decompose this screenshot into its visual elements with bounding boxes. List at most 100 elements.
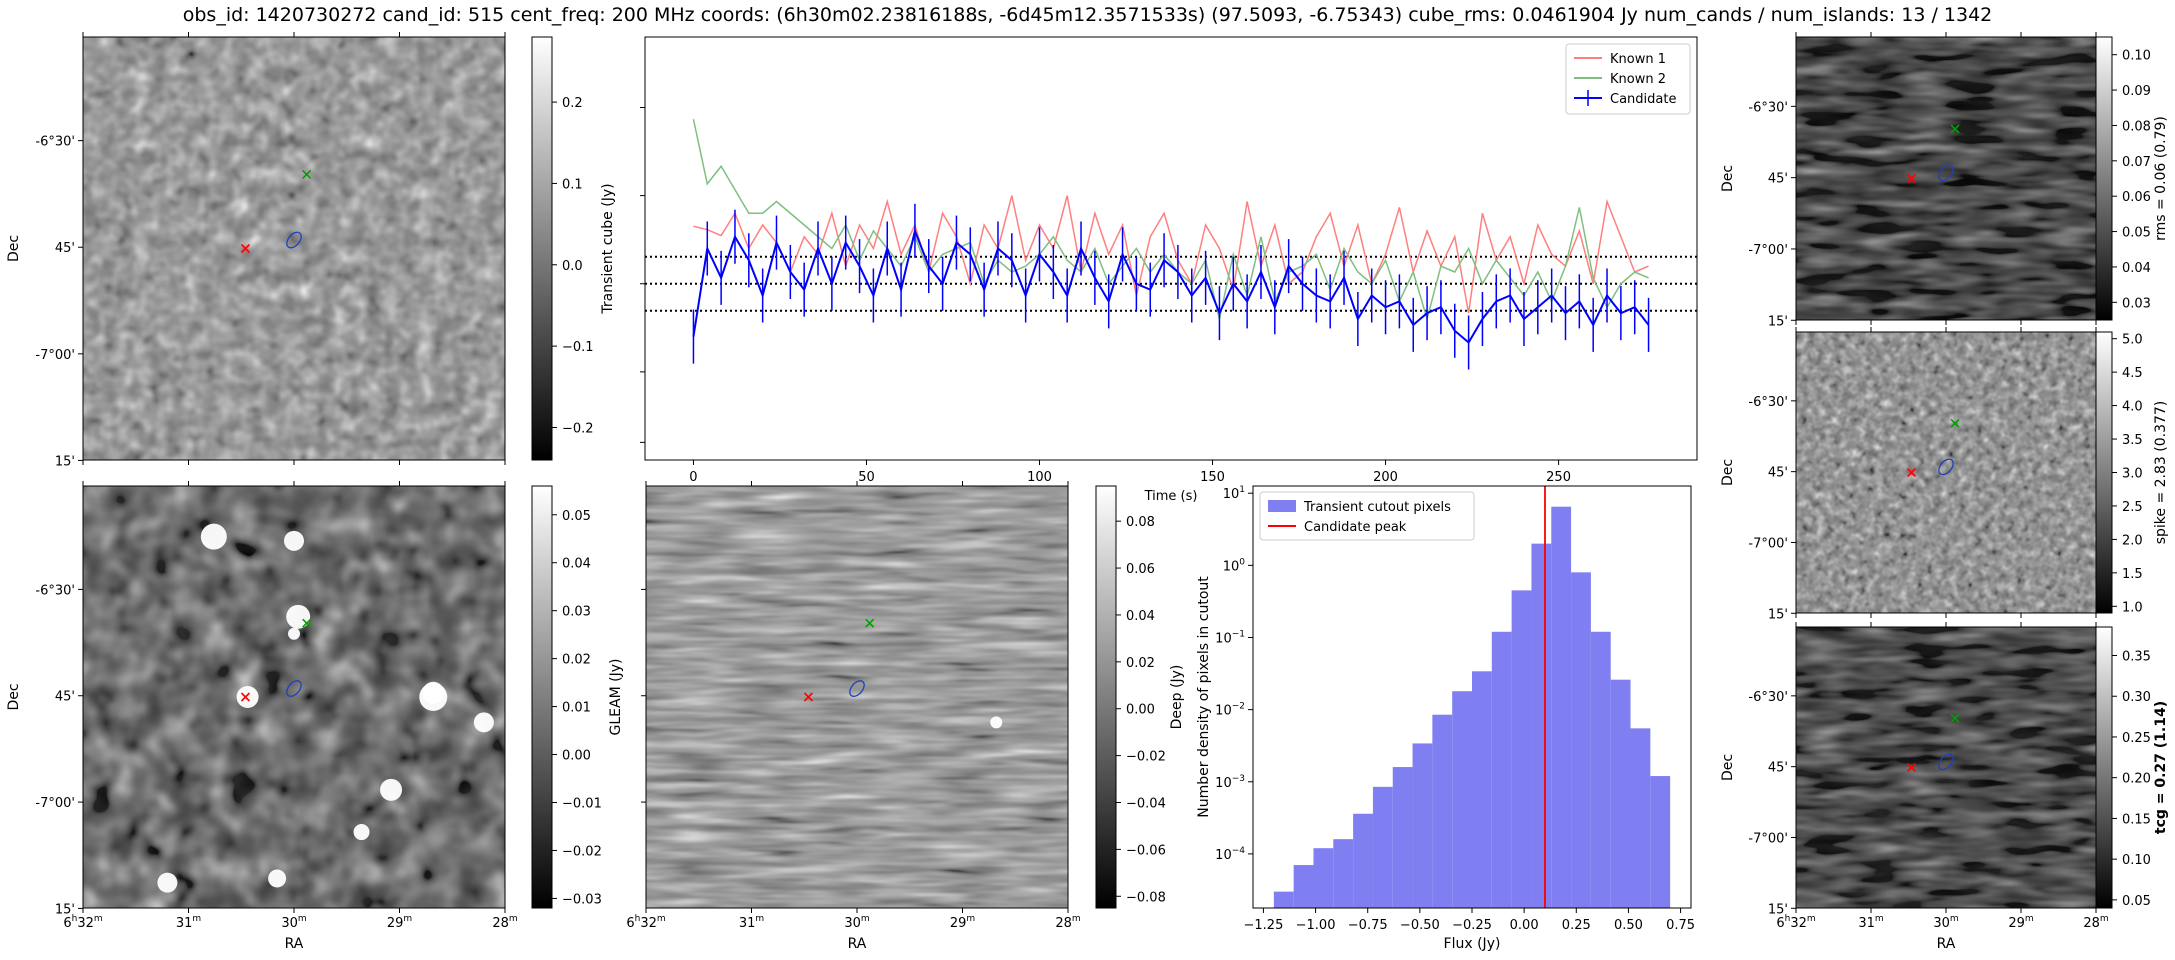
lightcurve-xtick-label: 200 [1373, 470, 1398, 485]
gleam-bright-source [353, 824, 370, 841]
spike-colorbar-tick-label: 5.0 [2122, 333, 2143, 348]
histogram-xlabel: Flux (Jy) [1444, 936, 1501, 952]
spike-dec-tick-label: 45' [1768, 466, 1788, 481]
gleam-ylabel: Dec [6, 683, 22, 710]
histogram-bar [1392, 767, 1413, 908]
rms-candidate-marker [1906, 173, 1917, 184]
transient-colorbar-label: Transient cube (Jy) [600, 183, 616, 314]
gleam-beam-ellipse [286, 680, 302, 697]
histogram-bar [1630, 728, 1651, 908]
tcg-dec-tick-label: -6°30' [1748, 690, 1788, 705]
rms-colorbar [2095, 36, 2113, 321]
histogram-legend [1259, 491, 1475, 541]
spike-colorbar-tick-label: 2.5 [2122, 500, 2143, 515]
deep-ra-tick-label: 29m [950, 914, 975, 931]
histogram-bar [1511, 590, 1532, 908]
transient-ylabel: Dec [6, 235, 22, 262]
deep-colorbar-tick-label: −0.02 [1126, 750, 1166, 765]
histogram-bar [1531, 543, 1552, 908]
rms-ylabel: Dec [1720, 165, 1736, 192]
rms-colorbar-tick-label: 0.04 [2122, 261, 2151, 276]
gleam-bright-source [236, 686, 259, 708]
histogram-xtick-label: 0.00 [1510, 918, 1539, 933]
tcg-image [1796, 627, 2096, 908]
gleam-colorbar-tick-label: 0.00 [562, 749, 591, 764]
tcg-known-source-marker [1950, 713, 1960, 723]
gleam-bright-source [200, 523, 227, 550]
gleam-candidate-marker [240, 692, 251, 702]
gleam-colorbar-tick-label: 0.02 [562, 653, 591, 668]
page-title: obs_id: 1420730272 cand_id: 515 cent_fre… [182, 4, 1993, 26]
spike-dec-tick-label: -6°30' [1748, 395, 1788, 410]
deep-known-source-marker [865, 618, 875, 628]
gleam-bright-source [473, 712, 494, 733]
deep-colorbar-tick-label: 0.04 [1126, 609, 1155, 624]
spike-colorbar-tick-label: 1.0 [2122, 600, 2143, 615]
legend-label: Candidate peak [1304, 520, 1407, 535]
legend-label: Known 2 [1610, 72, 1666, 87]
tcg-colorbar-label: tcg = 0.27 (1.14) [2153, 701, 2169, 834]
histogram-ytick-label: 100 [1223, 557, 1246, 574]
legend-label: Candidate [1610, 92, 1676, 107]
tcg-ra-tick-label: 30m [1933, 914, 1958, 931]
gleam-xlabel: RA [285, 936, 304, 952]
gleam-colorbar-tick-label: 0.03 [562, 605, 591, 620]
deep-ra-tick-label: 31m [739, 914, 764, 931]
lightcurve-xtick-label: 150 [1200, 470, 1225, 485]
tcg-beam-ellipse [1938, 753, 1954, 771]
gleam-dec-tick-label: 45' [55, 690, 75, 705]
rms-colorbar-tick-label: 0.09 [2122, 84, 2151, 99]
gleam-colorbar-tick-label: 0.01 [562, 701, 591, 716]
rms-known-source-marker [1950, 124, 1960, 134]
gleam-colorbar [531, 485, 553, 909]
histogram-bar [1491, 631, 1512, 908]
histogram-bar [1571, 572, 1591, 908]
deep-colorbar [1095, 485, 1117, 909]
tcg-colorbar-tick-label: 0.10 [2122, 853, 2151, 868]
histogram-bar [1590, 631, 1611, 908]
lightcurve-series-known-2 [692, 119, 1649, 322]
histogram-ytick-label: 10−1 [1215, 629, 1245, 646]
spike-colorbar [2095, 331, 2113, 614]
lightcurve-xtick-label: 0 [689, 470, 697, 485]
rms-dec-tick-label: -7°00' [1748, 243, 1788, 258]
lightcurve-legend [1565, 43, 1691, 115]
spike-ylabel: Dec [1720, 459, 1736, 486]
lightcurve-series-known-1 [693, 195, 1649, 314]
tcg-ra-tick-label: 28m [2083, 914, 2108, 931]
deep-ra-tick-label: 6h32m [626, 914, 665, 931]
rms-beam-ellipse [1938, 164, 1954, 182]
tcg-ra-tick-label: 6h32m [1776, 914, 1815, 931]
gleam-bright-source [286, 604, 311, 629]
rms-colorbar-tick-label: 0.06 [2122, 190, 2151, 205]
tcg-colorbar-tick-label: 0.05 [2122, 894, 2151, 909]
gleam-ra-tick-label: 30m [281, 914, 306, 931]
rms-colorbar-tick-label: 0.05 [2122, 226, 2151, 241]
spike-colorbar-tick-label: 4.5 [2122, 366, 2143, 381]
histogram-bar [1551, 506, 1572, 908]
transient-dec-tick-label: -7°00' [35, 348, 75, 363]
histogram-xtick-label: −1.25 [1244, 918, 1284, 933]
tcg-colorbar [2095, 626, 2113, 909]
transient-image [83, 37, 505, 460]
tcg-colorbar-tick-label: 0.15 [2122, 812, 2151, 827]
transient-dec-tick-label: -6°30' [35, 135, 75, 150]
transient-beam-ellipse [286, 231, 302, 249]
gleam-colorbar-tick-label: −0.03 [562, 892, 602, 907]
tcg-ra-tick-label: 31m [1858, 914, 1883, 931]
tcg-colorbar-tick-label: 0.25 [2122, 731, 2151, 746]
transient-colorbar-tick-label: −0.1 [562, 340, 594, 355]
histogram-xtick-label: −0.25 [1452, 918, 1492, 933]
gleam-known-source-marker [302, 618, 312, 628]
rms-image [1796, 37, 2096, 320]
legend-swatch [1268, 500, 1296, 512]
deep-colorbar-tick-label: 0.02 [1126, 656, 1155, 671]
tcg-ra-tick-label: 29m [2008, 914, 2033, 931]
tcg-colorbar-tick-label: 0.20 [2122, 772, 2151, 787]
deep-image [646, 486, 1068, 908]
tcg-colorbar-tick-label: 0.35 [2122, 650, 2151, 665]
deep-colorbar-tick-label: −0.08 [1126, 890, 1166, 905]
spike-colorbar-tick-label: 1.5 [2122, 567, 2143, 582]
histogram-bar [1353, 813, 1373, 908]
